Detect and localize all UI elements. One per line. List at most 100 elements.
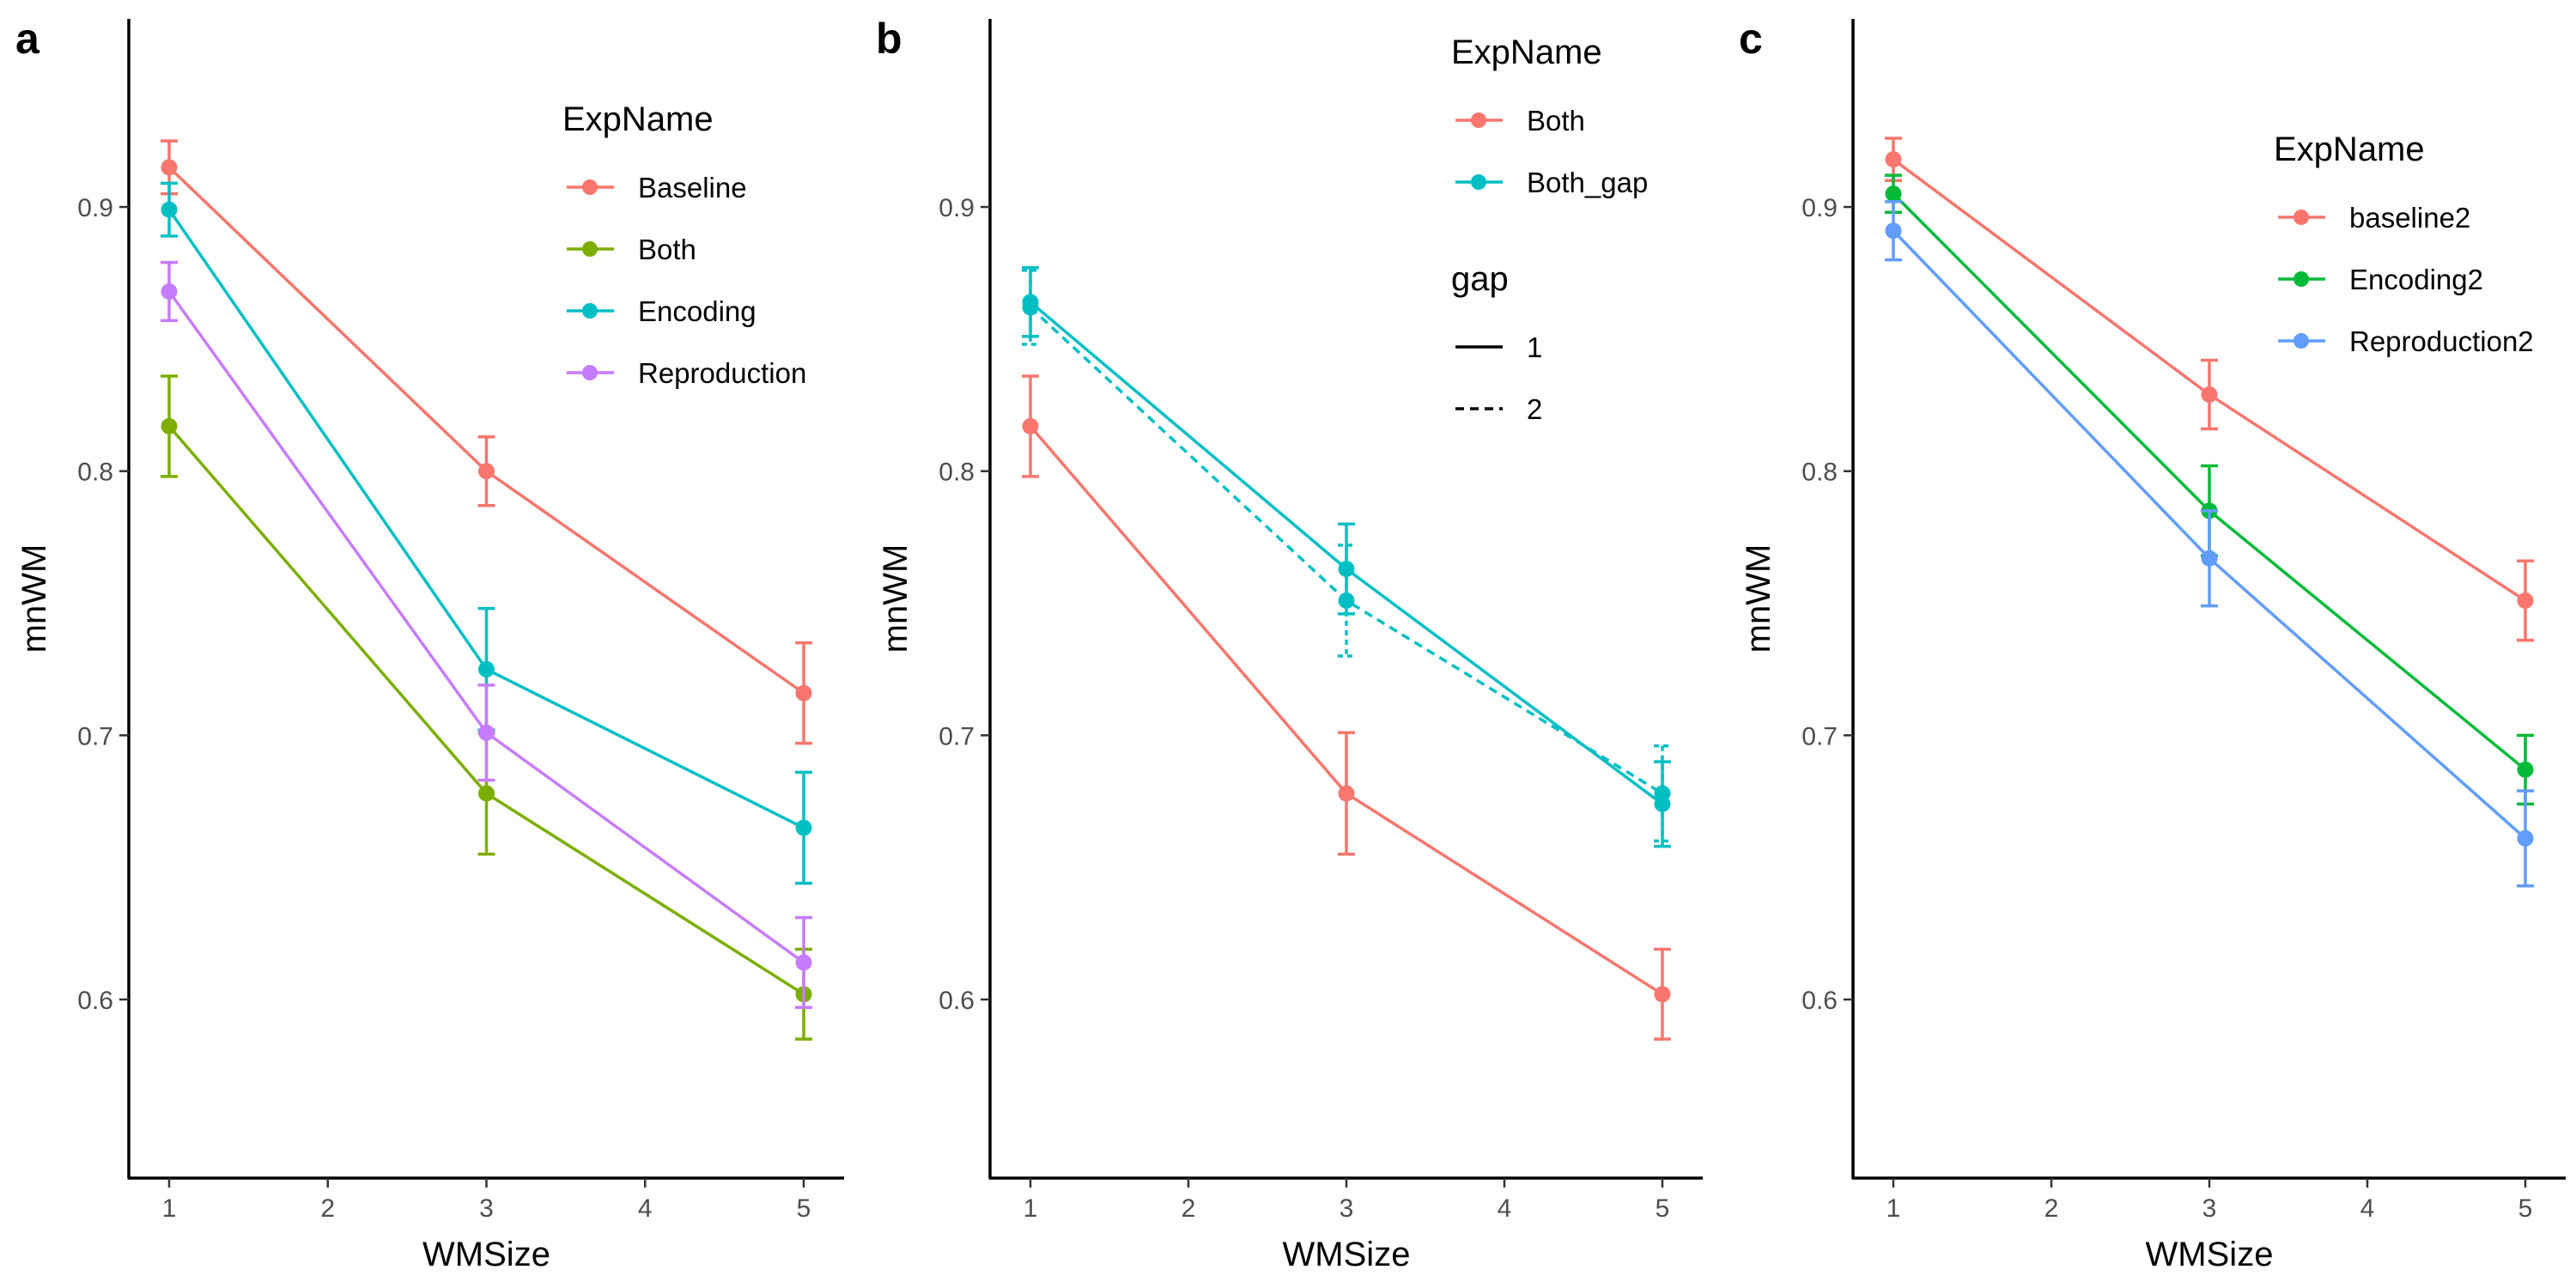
legend-key (567, 365, 614, 380)
legend-label: Both (638, 234, 696, 265)
data-point (161, 159, 178, 176)
data-point (1338, 592, 1355, 609)
y-tick-label: 0.8 (77, 459, 113, 487)
data-point (1885, 151, 1902, 168)
legend-label: Baseline (638, 172, 747, 204)
y-tick-label: 0.6 (939, 987, 975, 1015)
legend-label: Encoding2 (2349, 264, 2483, 295)
legend: ExpName baseline2 Encoding2 Reproduction2 (2274, 131, 2534, 357)
legend-label: Both (1527, 105, 1585, 137)
y-tick-label: 0.7 (939, 722, 975, 750)
y-tick-label: 0.7 (1801, 722, 1838, 750)
legend-label: baseline2 (2349, 202, 2470, 234)
y-tick-label: 0.9 (939, 194, 975, 222)
legend-key-point (582, 179, 598, 195)
data-point (795, 684, 812, 702)
data-point (161, 417, 178, 434)
legend-key (1455, 112, 1503, 128)
y-tick-label: 0.8 (1801, 459, 1838, 487)
legend-key-point (1471, 174, 1486, 190)
data-point (478, 724, 495, 741)
data-point (478, 463, 495, 480)
plot-area (1885, 137, 2534, 888)
legend-key (2278, 333, 2325, 349)
legend-key (567, 241, 614, 257)
legend-key-point (582, 241, 598, 257)
x-tick-label: 4 (638, 1194, 653, 1223)
legend-title: ExpName (2274, 131, 2425, 168)
y-tick-label: 0.9 (1801, 194, 1838, 222)
data-point (2517, 829, 2534, 847)
plot-area (161, 139, 812, 1041)
data-point (161, 201, 178, 218)
y-tick-label: 0.8 (939, 459, 975, 487)
data-point (478, 785, 495, 802)
x-tick-label: 4 (1498, 1194, 1512, 1223)
x-axis-title: WMSize (422, 1236, 550, 1273)
data-point (795, 954, 812, 971)
series-both_gap-gap2 (1022, 269, 1671, 843)
series-line (1029, 425, 1663, 996)
y-axis-title: mnWM (877, 544, 914, 653)
y-tick-label: 0.6 (77, 987, 113, 1015)
legend: ExpName Baseline Both Encoding Reproduction (562, 100, 806, 389)
legend-title: ExpName (1451, 33, 1602, 71)
data-point (2517, 592, 2534, 609)
panel-b: b 0.6 0.7 0.8 0.9 1 2 3 4 5 WMSize mnWM ExpName Both B… (876, 15, 1703, 1273)
data-point (795, 819, 812, 836)
legend-label: 2 (1527, 393, 1542, 425)
data-point (1022, 299, 1039, 316)
series-reproduction2 (1885, 200, 2534, 888)
data-point (1022, 417, 1039, 434)
x-tick-label: 5 (2518, 1194, 2533, 1223)
plot-area (1022, 266, 1671, 1041)
y-tick-label: 0.6 (1801, 987, 1838, 1015)
legend-key-point (582, 365, 598, 380)
legend-key (1455, 174, 1503, 190)
legend-label: Reproduction2 (2349, 325, 2534, 357)
series-baseline (161, 139, 812, 745)
x-tick-label: 4 (2360, 1194, 2375, 1223)
x-tick-label: 3 (2202, 1194, 2217, 1223)
legend-label: Encoding (638, 295, 756, 327)
x-axis-title: WMSize (1283, 1236, 1411, 1273)
y-axis-title: mnWM (1740, 544, 1777, 653)
x-tick-label: 5 (797, 1194, 811, 1223)
data-point (1885, 222, 1902, 240)
legend-key-point (1471, 112, 1486, 128)
legend-label: 1 (1527, 331, 1542, 363)
legend-key-point (2293, 271, 2309, 287)
x-tick-label: 3 (479, 1194, 494, 1223)
x-tick-label: 1 (1024, 1194, 1038, 1223)
data-point (1654, 785, 1671, 802)
data-point (161, 283, 178, 300)
y-tick-label: 0.9 (77, 194, 113, 222)
legend-label: Reproduction (638, 357, 806, 389)
panel-tag: c (1739, 15, 1763, 63)
series-both (1022, 374, 1671, 1041)
legend-key (567, 179, 614, 195)
legend-title: gap (1451, 260, 1509, 298)
series-baseline2 (1885, 137, 2534, 642)
x-tick-label: 1 (1886, 1194, 1901, 1223)
x-tick-label: 3 (1340, 1194, 1354, 1223)
panel-c: c 0.6 0.7 0.8 0.9 1 2 3 4 5 WMSize mnWM ExpName basel… (1739, 15, 2566, 1273)
legend-key-point (582, 303, 598, 319)
x-tick-label: 1 (162, 1194, 177, 1223)
legend-key-point (2293, 333, 2309, 349)
x-tick-label: 2 (2044, 1194, 2059, 1223)
y-axis-title: mnWM (15, 544, 53, 653)
x-axis-title: WMSize (2146, 1236, 2274, 1273)
legend-label: Both_gap (1527, 167, 1648, 198)
data-point (1338, 785, 1355, 802)
panel-tag: b (876, 15, 902, 63)
data-point (2517, 761, 2534, 778)
data-point (478, 660, 495, 677)
legend-title: ExpName (562, 100, 714, 138)
legend-key (2278, 271, 2325, 287)
series-reproduction (161, 260, 812, 1009)
data-point (2201, 386, 2218, 403)
data-point (1885, 185, 1902, 203)
